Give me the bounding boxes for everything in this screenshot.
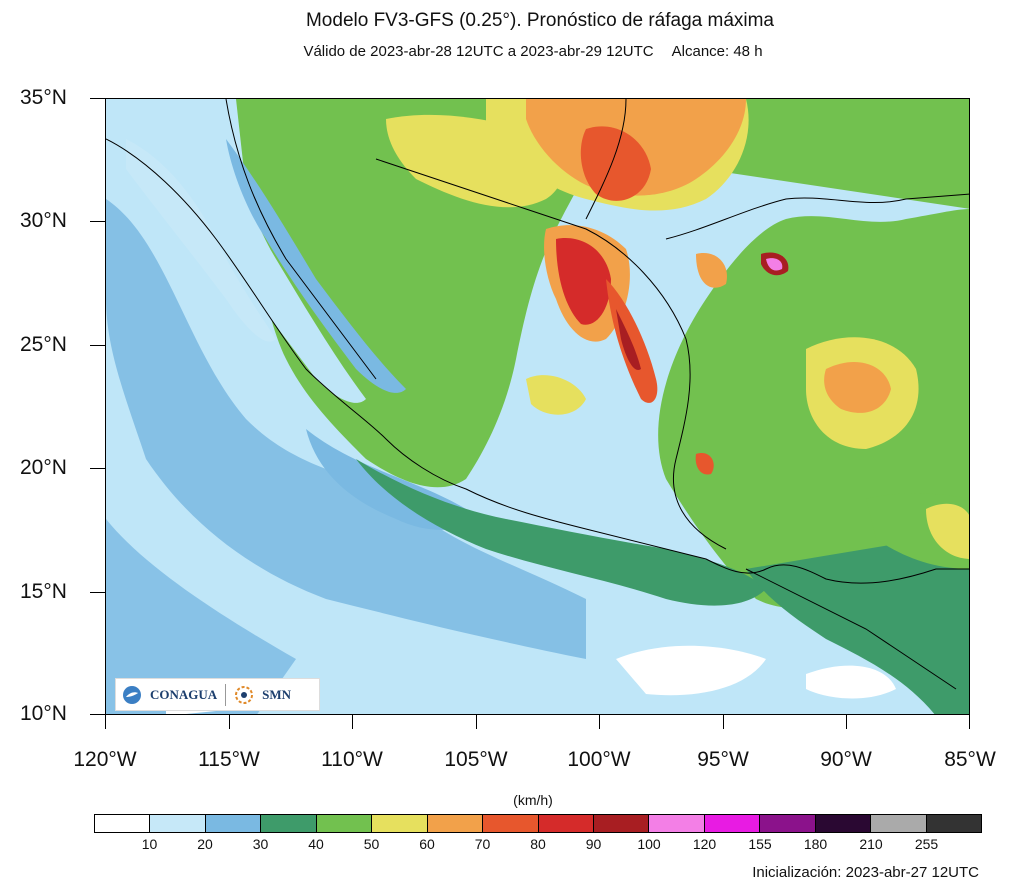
forecast-range: Alcance: 48 h (671, 43, 763, 60)
lat-tick-25 (90, 345, 105, 346)
lon-label-90: 90°W (820, 748, 872, 771)
lon-tick-90 (846, 715, 847, 729)
lat-label-15: 15°N (20, 580, 67, 603)
colorbar-swatch (316, 815, 373, 832)
lat-label-35: 35°N (20, 86, 67, 109)
colorbar-label: 20 (197, 836, 213, 852)
initialization-time: Inicialización: 2023-abr-27 12UTC (752, 864, 979, 881)
colorbar-label: 70 (474, 836, 491, 852)
lon-label-100: 100°W (567, 748, 631, 771)
lat-label-30: 30°N (20, 209, 67, 232)
colorbar-label: 90 (585, 836, 602, 852)
colorbar-swatch (704, 815, 761, 832)
colorbar-swatch (760, 815, 816, 832)
colorbar-label: 180 (803, 836, 828, 852)
colorbar-label: 40 (308, 836, 324, 852)
colorbar-swatch (95, 815, 151, 832)
lon-label-120: 120°W (73, 748, 137, 771)
lon-label-85: 85°W (944, 748, 996, 771)
colorbar-swatch (205, 815, 262, 832)
lon-tick-95 (723, 715, 724, 729)
conagua-logo-text: CONAGUA (150, 686, 218, 702)
lon-tick-85 (969, 715, 970, 729)
lon-tick-105 (476, 715, 477, 729)
colorbar-label: 120 (692, 836, 717, 852)
valid-period: Válido de 2023-abr-28 12UTC a 2023-abr-2… (303, 43, 654, 60)
lat-label-25: 25°N (20, 333, 67, 356)
colorbar-swatch (593, 815, 650, 832)
colorbar-swatch (926, 815, 981, 832)
lon-label-105: 105°W (444, 748, 508, 771)
map-subtitle: Válido de 2023-abr-28 12UTC a 2023-abr-2… (0, 43, 1021, 60)
colorbar-swatch (483, 815, 539, 832)
agency-logos: CONAGUA SMN (115, 678, 320, 711)
colorbar-label: 30 (252, 836, 269, 852)
lat-tick-35 (90, 98, 105, 99)
colorbar-swatch (150, 815, 206, 832)
colorbar-swatch (372, 815, 428, 832)
lat-tick-20 (90, 468, 105, 469)
colorbar-swatch (261, 815, 317, 832)
conagua-logo-icon (123, 685, 141, 704)
colorbar-swatch (538, 815, 594, 832)
lon-tick-120 (105, 715, 106, 729)
lat-label-10: 10°N (20, 702, 67, 725)
colorbar-label: 80 (530, 836, 546, 852)
colorbar-label: 210 (859, 836, 883, 852)
lat-tick-30 (90, 221, 105, 222)
colorbar-title: (km/h) (513, 792, 553, 808)
map-title: Modelo FV3-GFS (0.25°). Pronóstico de rá… (305, 10, 774, 31)
logo-divider (225, 683, 227, 706)
colorbar-label: 100 (637, 836, 661, 852)
lon-label-95: 95°W (697, 748, 749, 771)
lat-tick-15 (90, 592, 105, 593)
colorbar-label: 155 (748, 836, 772, 852)
colorbar-swatch (871, 815, 927, 832)
lat-tick-10 (90, 714, 105, 715)
colorbar-swatch (649, 815, 705, 832)
colorbar-label: 10 (141, 836, 158, 852)
lon-tick-115 (229, 715, 230, 729)
colorbar-label: 255 (914, 836, 939, 852)
colorbar (94, 814, 982, 833)
gust-field-map (106, 99, 969, 714)
lon-label-110: 110°W (321, 748, 383, 771)
colorbar-label: 60 (419, 836, 435, 852)
colorbar-label: 50 (363, 836, 380, 852)
map-area (105, 98, 970, 715)
colorbar-swatch (815, 815, 872, 832)
lon-tick-100 (599, 715, 600, 729)
lat-label-20: 20°N (20, 456, 67, 479)
lon-tick-110 (352, 715, 353, 729)
colorbar-swatch (427, 815, 484, 832)
smn-logo-icon (235, 685, 254, 704)
lon-label-115: 115°W (198, 748, 260, 771)
smn-logo-text: SMN (262, 686, 292, 702)
